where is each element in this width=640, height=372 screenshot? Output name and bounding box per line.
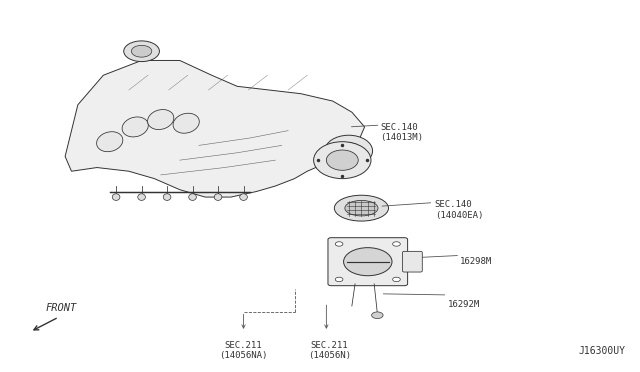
Ellipse shape xyxy=(112,194,120,201)
Ellipse shape xyxy=(122,117,148,137)
Circle shape xyxy=(372,312,383,318)
Circle shape xyxy=(335,242,343,246)
Circle shape xyxy=(393,242,400,246)
Ellipse shape xyxy=(214,194,222,201)
Circle shape xyxy=(335,277,343,282)
Ellipse shape xyxy=(324,135,372,167)
Ellipse shape xyxy=(314,142,371,179)
Ellipse shape xyxy=(334,195,388,221)
Circle shape xyxy=(131,45,152,57)
Circle shape xyxy=(393,277,400,282)
Ellipse shape xyxy=(240,194,247,201)
Text: SEC.211
(14056N): SEC.211 (14056N) xyxy=(308,341,351,360)
Ellipse shape xyxy=(138,194,145,201)
Polygon shape xyxy=(65,61,365,197)
Ellipse shape xyxy=(97,132,123,152)
Text: SEC.140
(14040EA): SEC.140 (14040EA) xyxy=(435,200,483,220)
Text: FRONT: FRONT xyxy=(46,303,77,313)
Circle shape xyxy=(124,41,159,62)
Ellipse shape xyxy=(148,109,174,129)
Text: 16298M: 16298M xyxy=(460,257,492,266)
Ellipse shape xyxy=(189,194,196,201)
Text: SEC.140
(14013M): SEC.140 (14013M) xyxy=(381,123,424,142)
Ellipse shape xyxy=(336,142,362,159)
Text: J16300UY: J16300UY xyxy=(579,346,626,356)
Text: SEC.211
(14056NA): SEC.211 (14056NA) xyxy=(220,341,268,360)
FancyBboxPatch shape xyxy=(403,251,422,272)
Ellipse shape xyxy=(173,113,199,133)
Text: 16292M: 16292M xyxy=(447,300,480,309)
Ellipse shape xyxy=(326,150,358,170)
Circle shape xyxy=(344,248,392,276)
FancyBboxPatch shape xyxy=(328,238,408,286)
Ellipse shape xyxy=(345,201,378,216)
Ellipse shape xyxy=(163,194,171,201)
